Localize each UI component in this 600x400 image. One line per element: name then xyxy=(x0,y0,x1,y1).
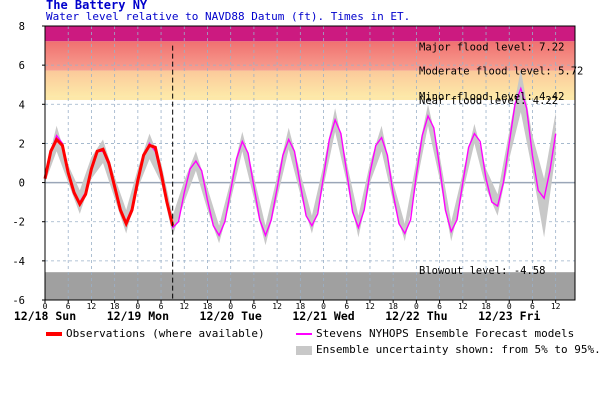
x-day-label: 12/23 Fri xyxy=(478,309,540,323)
near-flood-band xyxy=(45,96,575,100)
threshold-label: Minor flood level: 4.42 xyxy=(419,91,564,103)
observations-line xyxy=(43,136,175,228)
x-tick-label: 0 xyxy=(321,302,326,311)
x-day-label: 12/18 Sun xyxy=(14,309,76,323)
threshold-label: Moderate flood level: 5.72 xyxy=(419,66,583,78)
normal-range-band xyxy=(45,99,575,273)
x-day-label: 12/19 Mon xyxy=(107,309,169,323)
x-tick-label: 0 xyxy=(414,302,419,311)
ensemble-uncertainty-band xyxy=(45,69,556,246)
chart-series xyxy=(43,45,557,300)
x-day-label: 12/20 Tue xyxy=(200,309,262,323)
x-tick-label: 0 xyxy=(228,302,233,311)
chart-axes: 8 6 4 2 0 -2 -4 -6 0 6 12 18 0 6 12 18 0 6 12 18 0 6 12 18 0 6 12 1… xyxy=(12,21,576,323)
x-tick-label: 18 xyxy=(388,302,398,311)
chart-title: The Battery NY xyxy=(46,0,148,12)
minor-flood-band xyxy=(45,70,575,97)
x-tick-label: 12 xyxy=(179,302,189,311)
y-tick-label: -2 xyxy=(12,217,25,229)
x-tick-label: 12 xyxy=(272,302,282,311)
plot-border xyxy=(44,25,576,301)
x-tick-label: 6 xyxy=(437,302,442,311)
legend-forecast-label: Stevens NYHOPS Ensemble Forecast models xyxy=(316,327,575,340)
forecast-swatch xyxy=(296,333,312,335)
x-tick-label: 18 xyxy=(203,302,213,311)
y-tick-label: 2 xyxy=(19,138,25,150)
y-tick-label: -4 xyxy=(12,256,25,268)
x-tick-label: 18 xyxy=(110,302,120,311)
x-tick-label: 12 xyxy=(87,302,97,311)
ensemble-swatch xyxy=(296,345,312,355)
x-tick-label: 18 xyxy=(296,302,306,311)
legend-ensemble-label: Ensemble uncertainty shown: from 5% to 9… xyxy=(316,343,600,356)
moderate-flood-band xyxy=(45,41,575,71)
x-tick-label: 6 xyxy=(66,302,71,311)
x-tick-label: 6 xyxy=(251,302,256,311)
x-tick-label: 0 xyxy=(43,302,48,311)
ensemble-band-area xyxy=(45,69,556,246)
legend-observations: Observations (where available) xyxy=(46,327,265,341)
x-day-label: 12/22 Thu xyxy=(385,309,447,323)
x-tick-label: 0 xyxy=(135,302,140,311)
observations-swatch xyxy=(46,332,62,336)
y-tick-label: 8 xyxy=(19,21,25,33)
threshold-labels: Major flood level: 7.22 Moderate flood le… xyxy=(419,41,583,277)
threshold-label: Major flood level: 7.22 xyxy=(419,41,564,53)
x-tick-label: 0 xyxy=(507,302,512,311)
legend-ensemble: Ensemble uncertainty shown: from 5% to 9… xyxy=(296,343,600,357)
y-tick-label: 4 xyxy=(19,99,25,111)
y-tick-label: -6 xyxy=(12,295,25,307)
x-tick-label: 18 xyxy=(481,302,491,311)
threshold-label: Blowout level: -4.58 xyxy=(419,265,545,277)
legend-observations-label: Observations (where available) xyxy=(66,327,265,340)
x-day-label: 12/21 Wed xyxy=(292,309,354,323)
flood-level-bands xyxy=(45,26,575,300)
x-tick-label: 6 xyxy=(159,302,164,311)
x-tick-label: 12 xyxy=(551,302,561,311)
x-tick-label: 12 xyxy=(365,302,375,311)
legend-forecast: Stevens NYHOPS Ensemble Forecast models xyxy=(296,327,574,341)
x-tick-label: 6 xyxy=(344,302,349,311)
y-tick-label: 0 xyxy=(19,178,25,190)
y-tick-label: 6 xyxy=(19,60,25,72)
threshold-label: Near flood level: 4.22 xyxy=(419,95,558,107)
x-tick-label: 6 xyxy=(530,302,535,311)
x-tick-label: 12 xyxy=(458,302,468,311)
chart-subtitle: Water level relative to NAVD88 Datum (ft… xyxy=(46,10,411,23)
blowout-band xyxy=(45,272,575,300)
major-flood-band xyxy=(45,26,575,42)
